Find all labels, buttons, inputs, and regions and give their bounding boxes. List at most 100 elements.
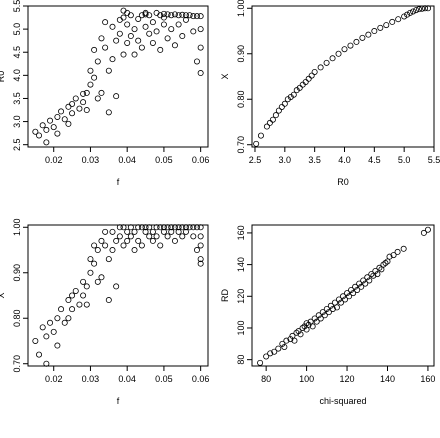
data-point <box>425 5 432 12</box>
data-point <box>142 23 149 30</box>
data-point <box>354 286 361 293</box>
data-point <box>323 305 330 312</box>
data-point <box>61 116 68 123</box>
data-point <box>124 21 131 28</box>
data-point <box>91 242 98 249</box>
y-axis-label: R0 <box>0 71 6 83</box>
data-point <box>98 89 105 96</box>
data-point <box>116 233 123 240</box>
data-point <box>109 23 116 30</box>
data-point <box>390 252 397 259</box>
plot-frame <box>27 5 209 148</box>
x-tick-label: 3.5 <box>308 155 321 165</box>
data-point <box>424 226 431 233</box>
data-point <box>197 260 204 267</box>
data-point <box>287 336 294 343</box>
data-point <box>58 306 65 313</box>
data-point <box>124 237 131 244</box>
data-point <box>47 117 54 124</box>
data-point <box>32 128 39 135</box>
data-point <box>54 315 61 322</box>
data-point <box>302 78 309 85</box>
data-point <box>164 224 171 231</box>
data-point <box>416 6 423 13</box>
data-point <box>311 315 318 322</box>
data-point <box>266 119 273 126</box>
data-point <box>371 28 378 35</box>
data-point <box>197 242 204 249</box>
data-point <box>362 280 369 287</box>
data-point <box>83 107 90 114</box>
data-point <box>344 290 351 297</box>
data-point <box>374 271 381 278</box>
data-point <box>127 233 134 240</box>
scatter-panel-2: 2.5 3.0 3.5 4.0 4.5 5.0 5.5 0.70 0.80 0.90 1.00 R0 X <box>220 0 440 187</box>
data-point <box>127 224 134 231</box>
data-point <box>127 33 134 40</box>
data-point <box>76 105 83 112</box>
y-tick-label: 0.90 <box>12 264 22 282</box>
data-point <box>193 13 200 20</box>
data-point <box>186 224 193 231</box>
data-point <box>356 280 363 287</box>
data-point <box>182 12 189 19</box>
data-point <box>69 110 76 117</box>
data-point <box>193 58 200 65</box>
data-point <box>329 305 336 312</box>
data-point <box>160 10 167 17</box>
data-point <box>146 233 153 240</box>
data-point <box>267 350 274 357</box>
x-tick-label: 0.02 <box>45 155 63 165</box>
data-point <box>197 26 204 33</box>
data-point <box>124 39 131 46</box>
scatter-panel-3: 0.02 0.03 0.04 0.05 0.06 0.70 0.80 0.90 1.00 f X <box>0 219 209 406</box>
data-point <box>296 84 303 91</box>
data-point <box>50 124 57 131</box>
data-point <box>272 112 279 119</box>
data-point <box>317 64 324 71</box>
data-point <box>348 286 355 293</box>
data-point <box>311 68 318 75</box>
data-point <box>366 277 373 284</box>
data-point <box>263 123 270 130</box>
data-point <box>190 224 197 231</box>
data-point <box>47 319 54 326</box>
data-point <box>120 14 127 21</box>
data-point <box>65 297 72 304</box>
data-point <box>153 28 160 35</box>
data-point <box>98 35 105 42</box>
y-axis-label: RD <box>220 289 230 302</box>
data-point <box>87 256 94 263</box>
y-tick-label: 0.70 <box>12 355 22 373</box>
data-point <box>299 324 306 331</box>
data-point <box>168 12 175 19</box>
data-point <box>80 278 87 285</box>
data-point <box>146 12 153 19</box>
data-point <box>131 228 138 235</box>
data-point <box>182 16 189 23</box>
data-point <box>105 109 112 116</box>
data-point <box>347 42 354 49</box>
data-point <box>308 72 315 79</box>
data-point <box>372 267 379 274</box>
data-point <box>102 44 109 51</box>
data-point <box>157 242 164 249</box>
data-point <box>32 337 39 344</box>
data-point <box>329 55 336 62</box>
data-point <box>43 139 50 146</box>
data-point <box>325 309 332 316</box>
data-point <box>422 5 429 12</box>
data-point <box>319 309 326 316</box>
data-point <box>275 345 282 352</box>
data-point <box>346 293 353 300</box>
data-point <box>109 247 116 254</box>
data-point <box>197 44 204 51</box>
data-point <box>315 312 322 319</box>
x-tick-label: 0.04 <box>118 374 136 384</box>
data-point <box>91 260 98 267</box>
data-point <box>94 247 101 254</box>
data-point <box>253 140 260 147</box>
data-point <box>69 306 76 313</box>
x-tick-label: 100 <box>299 374 314 384</box>
